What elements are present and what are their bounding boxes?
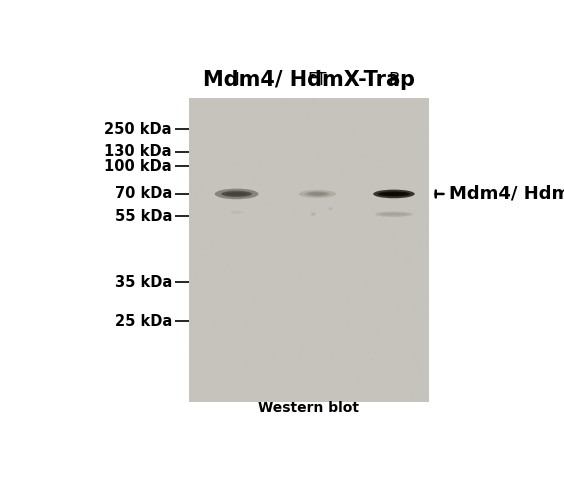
Text: 70 kDa: 70 kDa: [114, 186, 172, 202]
Ellipse shape: [328, 207, 333, 210]
Bar: [188, 379, 429, 387]
Ellipse shape: [381, 213, 407, 216]
Ellipse shape: [232, 212, 241, 213]
Bar: [188, 235, 429, 242]
Bar: [188, 288, 429, 296]
Bar: [188, 349, 429, 357]
Bar: [188, 212, 429, 220]
Bar: [188, 205, 429, 212]
Bar: [188, 265, 429, 273]
Text: 35 kDa: 35 kDa: [114, 275, 172, 290]
Ellipse shape: [329, 208, 332, 209]
Bar: [188, 242, 429, 250]
Text: 100 kDa: 100 kDa: [104, 159, 172, 174]
Bar: [188, 228, 429, 235]
Ellipse shape: [373, 190, 415, 198]
Bar: [188, 98, 429, 106]
Bar: [188, 281, 429, 288]
Ellipse shape: [299, 190, 336, 198]
Ellipse shape: [215, 189, 258, 199]
Ellipse shape: [380, 192, 408, 196]
Bar: [188, 273, 429, 281]
Text: Mdm4/ HdmX: Mdm4/ HdmX: [448, 185, 564, 203]
Bar: [188, 258, 429, 265]
Bar: [188, 144, 429, 151]
Bar: [188, 220, 429, 228]
Ellipse shape: [377, 192, 411, 196]
Ellipse shape: [310, 212, 316, 216]
Text: 25 kDa: 25 kDa: [114, 314, 172, 329]
Text: B: B: [388, 71, 400, 89]
Bar: [188, 197, 429, 205]
Bar: [188, 174, 429, 182]
Bar: [188, 303, 429, 311]
Bar: [188, 357, 429, 365]
Bar: [188, 296, 429, 303]
Bar: [188, 159, 429, 167]
Bar: [188, 151, 429, 159]
Bar: [188, 189, 429, 197]
Bar: [188, 365, 429, 372]
Ellipse shape: [221, 191, 252, 197]
Bar: [188, 182, 429, 189]
Bar: [188, 334, 429, 342]
Bar: [188, 113, 429, 121]
Ellipse shape: [226, 192, 247, 195]
Bar: [188, 372, 429, 379]
Text: Western blot: Western blot: [258, 401, 359, 415]
Ellipse shape: [305, 192, 331, 196]
Bar: [188, 136, 429, 144]
Ellipse shape: [230, 211, 243, 214]
Ellipse shape: [221, 191, 252, 196]
Bar: [188, 387, 429, 395]
Text: 130 kDa: 130 kDa: [104, 144, 172, 159]
Bar: [188, 121, 429, 128]
Ellipse shape: [376, 212, 412, 217]
Bar: [188, 326, 429, 334]
Text: I: I: [234, 71, 239, 89]
Bar: [188, 128, 429, 136]
Text: 250 kDa: 250 kDa: [104, 122, 172, 137]
Text: Mdm4/ HdmX-Trap: Mdm4/ HdmX-Trap: [202, 70, 415, 91]
Ellipse shape: [311, 213, 315, 215]
Bar: [188, 106, 429, 113]
Ellipse shape: [382, 193, 406, 195]
Bar: [188, 319, 429, 326]
Bar: [188, 395, 429, 402]
Bar: [188, 342, 429, 349]
Bar: [188, 311, 429, 319]
Bar: [188, 98, 429, 402]
Bar: [188, 250, 429, 258]
Bar: [188, 167, 429, 174]
Text: 55 kDa: 55 kDa: [114, 208, 172, 224]
Ellipse shape: [310, 193, 325, 195]
Text: FT: FT: [308, 71, 327, 89]
Ellipse shape: [307, 191, 328, 196]
